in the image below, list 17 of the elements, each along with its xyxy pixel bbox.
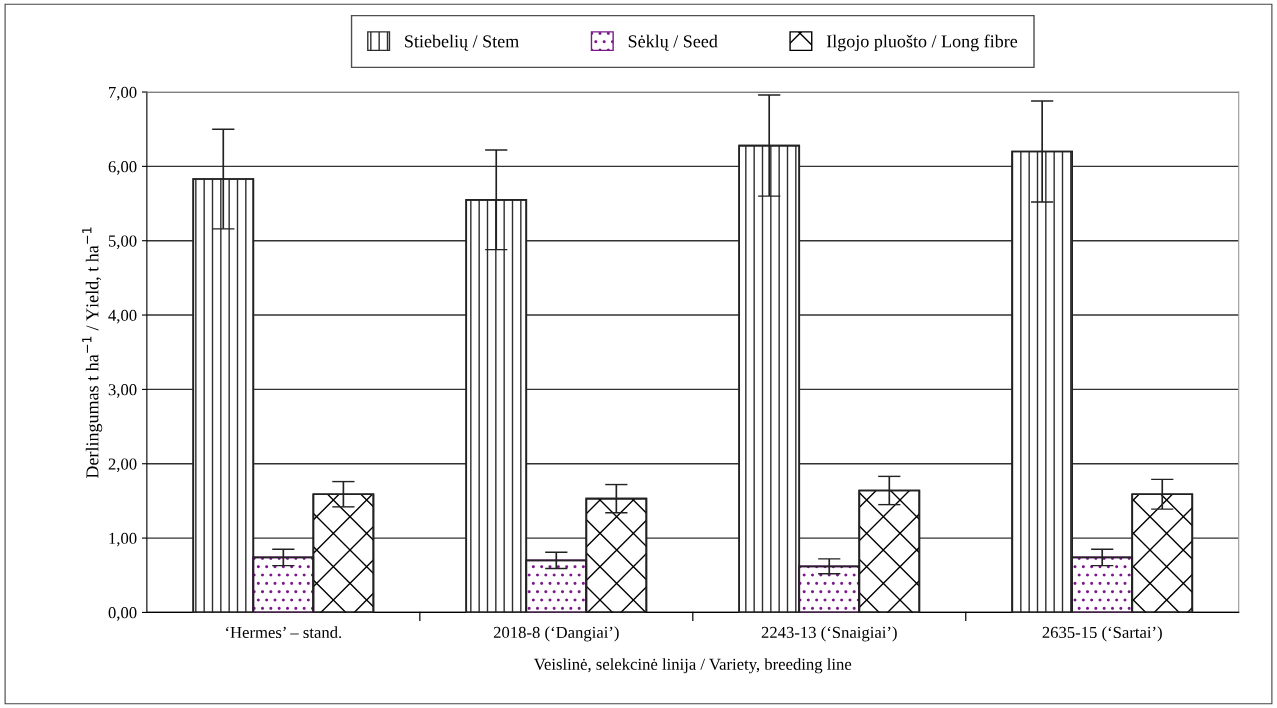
y-tick-label: 6,00: [108, 161, 137, 175]
y-tick-label: 1,00: [109, 532, 137, 547]
legend-label: Stiebelių / Stem: [405, 34, 519, 51]
x-tick-label: ‘Hermes’ – stand.: [226, 626, 342, 639]
x-axis-title: Veislinė, selekcinė linija / Variety, breeding line: [533, 658, 852, 674]
x-tick-label: 2243-13 (‘Snaigiai’): [761, 626, 897, 642]
legend-label: Ilgojo pluošto / Long fibre: [826, 34, 1018, 52]
y-tick-label: 3,00: [108, 384, 137, 398]
x-tick-label: 2635-15 (‘Sartai’): [1042, 626, 1162, 642]
legend-label: Sėklų / Seed: [628, 34, 718, 51]
y-axis-title: Derlingumas t ha$^{−1}$ / Yield, t ha$^{−1}$: [82, 227, 103, 479]
x-tick-label: 2018-8 (‘Dangiai’): [493, 626, 619, 642]
y-tick-label: 2,00: [108, 458, 137, 473]
y-tick-label: 4,00: [108, 309, 137, 324]
y-tick-label: 5,00: [108, 235, 137, 250]
y-tick-label: 0,00: [108, 607, 137, 621]
y-tick-label: 7,00: [109, 86, 137, 101]
